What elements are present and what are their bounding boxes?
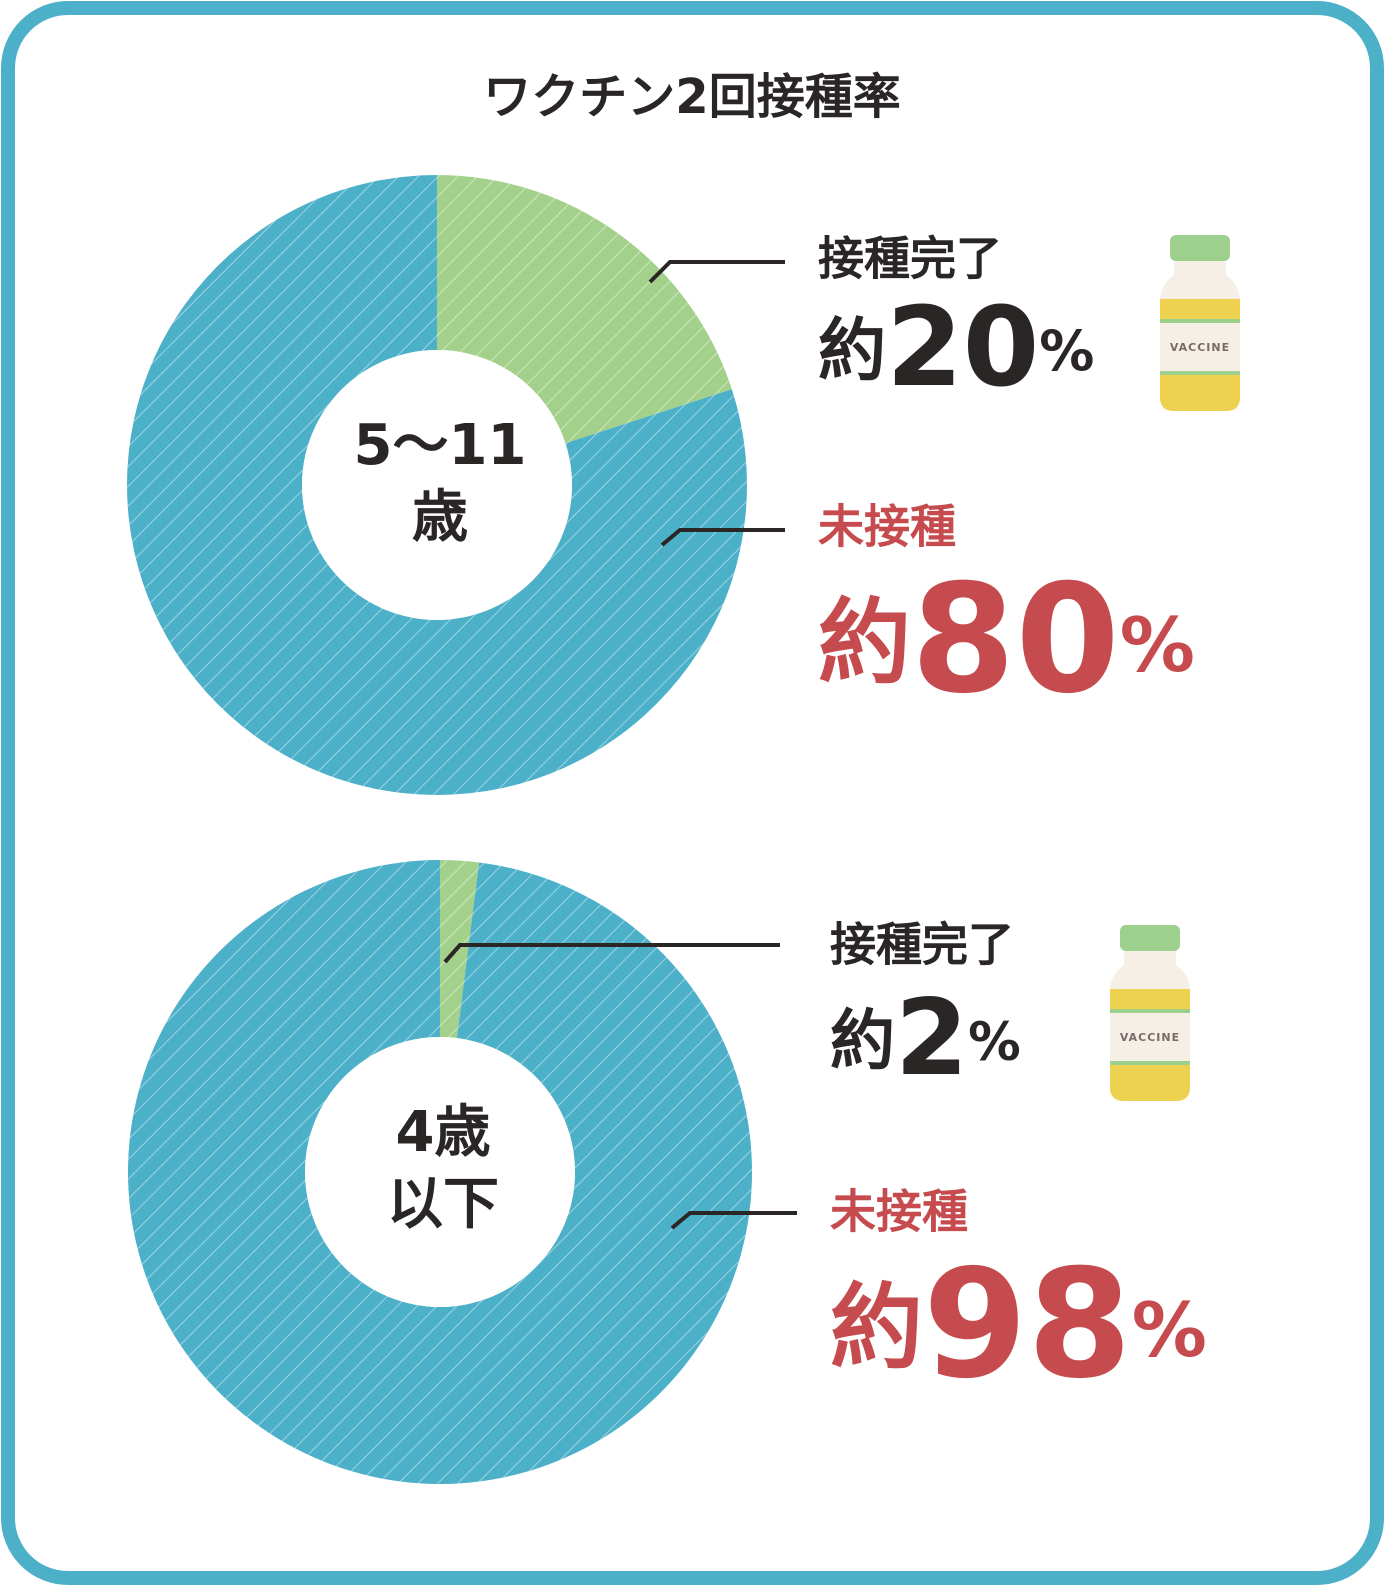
vial-cap <box>1120 925 1180 951</box>
leader-line <box>670 1211 797 1230</box>
leader-line <box>660 528 785 547</box>
value-label: 約20% <box>818 283 1094 411</box>
donut-hole <box>302 350 572 620</box>
center-label: 以下 <box>387 1172 499 1237</box>
title: ワクチン2回接種率 <box>483 69 900 125</box>
slice-hatch <box>440 860 480 1039</box>
donut-hole <box>305 1037 575 1307</box>
leader-line <box>443 943 780 964</box>
vial-bottom <box>1160 375 1240 411</box>
leader-line <box>648 260 785 284</box>
vial-bottom <box>1110 1065 1190 1101</box>
vial-band <box>1160 299 1240 321</box>
value-label: 約98% <box>830 1238 1207 1412</box>
center-label: 4歳 <box>396 1100 491 1165</box>
vial-stripe <box>1160 319 1240 323</box>
vial-band <box>1110 989 1190 1011</box>
vial-label: VACCINE <box>1120 1031 1180 1044</box>
category-label: 接種完了 <box>818 232 1002 286</box>
vial-cap <box>1170 235 1230 261</box>
vial-stripe <box>1110 1009 1190 1013</box>
slice-hatch <box>127 175 747 795</box>
center-label: 5〜11 <box>354 413 527 478</box>
slice-hatch <box>128 860 753 1485</box>
value-label: 約2% <box>830 977 1021 1099</box>
vial-label: VACCINE <box>1170 341 1230 354</box>
category-label: 未接種 <box>830 1185 968 1239</box>
slice-hatch <box>437 175 732 444</box>
center-label: 歳 <box>412 485 468 550</box>
category-label: 未接種 <box>818 500 956 554</box>
vial-stripe <box>1160 371 1240 375</box>
value-label: 約80% <box>818 553 1195 727</box>
category-label: 接種完了 <box>830 918 1014 972</box>
vial-stripe <box>1110 1061 1190 1065</box>
